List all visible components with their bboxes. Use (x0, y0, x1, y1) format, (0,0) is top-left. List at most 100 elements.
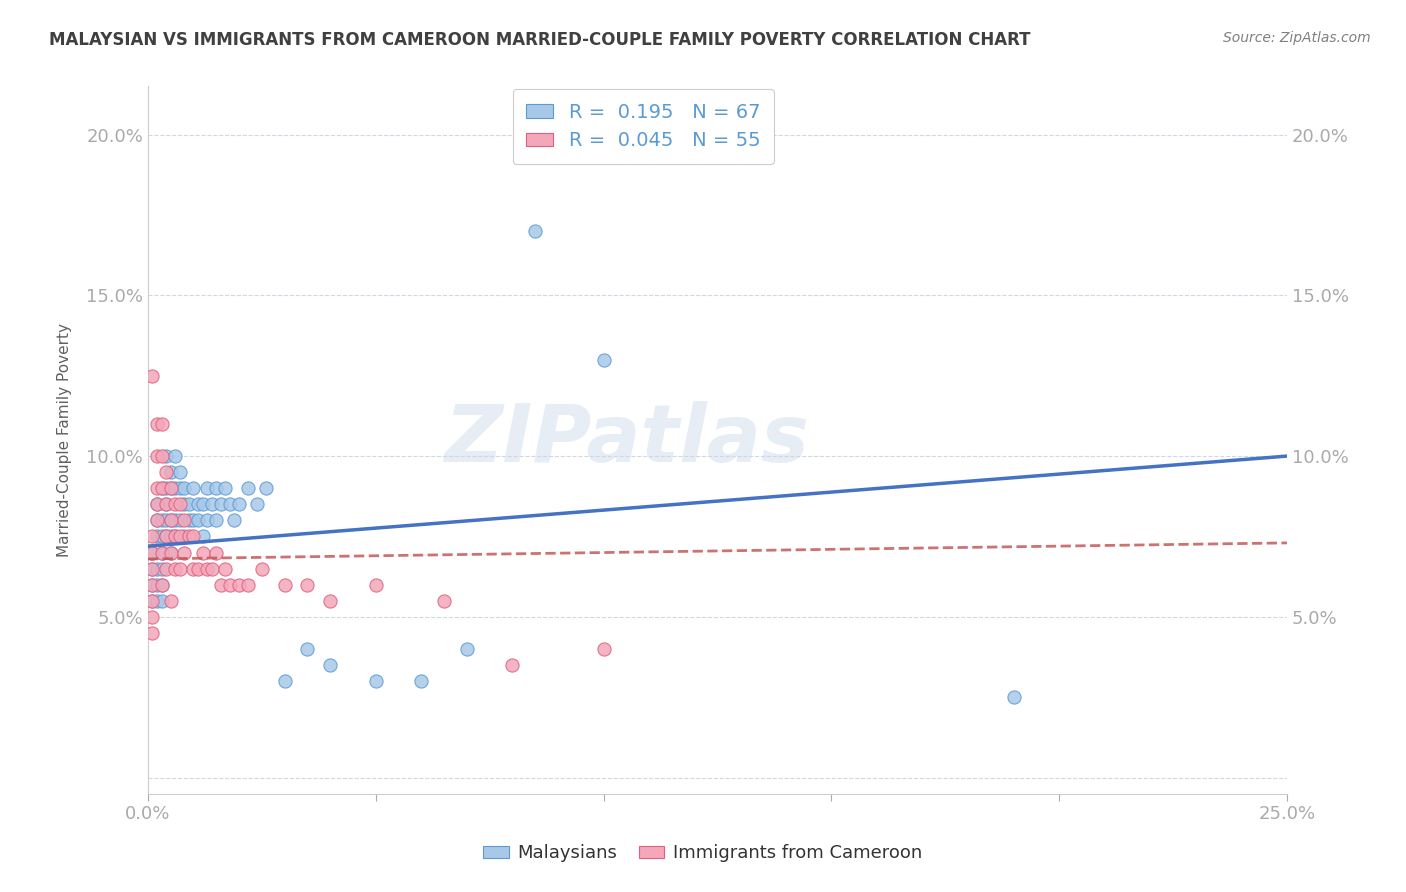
Point (205, 481, 228, 495)
Point (238, 481, 260, 495)
Point (169, 529, 191, 543)
Point (297, 642, 319, 657)
Point (165, 561, 187, 575)
Point (146, 513, 169, 527)
Point (191, 545, 214, 559)
Point (155, 465, 177, 479)
Point (169, 513, 191, 527)
Point (209, 497, 232, 511)
Point (191, 529, 214, 543)
Point (155, 561, 177, 575)
Point (169, 497, 191, 511)
Point (155, 513, 177, 527)
Point (177, 497, 200, 511)
Point (141, 545, 163, 559)
Point (224, 513, 246, 527)
Point (150, 594, 173, 608)
Point (165, 529, 187, 543)
Point (141, 561, 163, 575)
Point (159, 594, 181, 608)
Text: MALAYSIAN VS IMMIGRANTS FROM CAMEROON MARRIED-COUPLE FAMILY POVERTY CORRELATION : MALAYSIAN VS IMMIGRANTS FROM CAMEROON MA… (49, 31, 1031, 49)
Point (177, 513, 200, 527)
Point (155, 449, 177, 463)
Point (364, 577, 387, 591)
Point (159, 545, 181, 559)
Point (159, 513, 181, 527)
Point (150, 417, 173, 431)
Point (159, 465, 181, 479)
Point (146, 561, 169, 575)
Point (165, 513, 187, 527)
Point (187, 561, 209, 575)
Point (183, 481, 205, 495)
Point (159, 481, 181, 495)
Point (141, 577, 163, 591)
Point (592, 642, 614, 657)
Point (155, 529, 177, 543)
Point (159, 481, 181, 495)
Point (146, 497, 169, 511)
Point (183, 529, 205, 543)
Point (150, 481, 173, 495)
Point (173, 545, 195, 559)
Point (214, 481, 236, 495)
Point (150, 481, 173, 495)
Point (219, 497, 242, 511)
Text: Source: ZipAtlas.com: Source: ZipAtlas.com (1223, 31, 1371, 45)
Point (209, 577, 232, 591)
Point (169, 561, 191, 575)
Point (246, 497, 269, 511)
Point (173, 513, 195, 527)
Point (183, 513, 205, 527)
Point (169, 481, 191, 495)
Point (187, 497, 209, 511)
Point (191, 497, 214, 511)
Point (165, 529, 187, 543)
Point (155, 481, 177, 495)
Point (319, 658, 342, 673)
Point (141, 594, 163, 608)
Point (219, 577, 242, 591)
Point (150, 577, 173, 591)
Point (195, 561, 218, 575)
Point (195, 481, 218, 495)
Point (155, 497, 177, 511)
Point (150, 449, 173, 463)
Y-axis label: Married-Couple Family Poverty: Married-Couple Family Poverty (58, 323, 72, 557)
Legend: Malaysians, Immigrants from Cameroon: Malaysians, Immigrants from Cameroon (477, 838, 929, 870)
Point (228, 497, 250, 511)
Point (214, 561, 236, 575)
Point (250, 561, 273, 575)
Point (146, 497, 169, 511)
Point (177, 529, 200, 543)
Point (165, 481, 187, 495)
Point (150, 561, 173, 575)
Point (254, 481, 277, 495)
Point (173, 497, 195, 511)
Point (146, 513, 169, 527)
Point (146, 481, 169, 495)
Point (165, 449, 187, 463)
Point (273, 674, 295, 689)
Point (364, 674, 387, 689)
Point (141, 594, 163, 608)
Point (228, 577, 250, 591)
Point (155, 529, 177, 543)
Point (524, 224, 547, 238)
Point (411, 674, 433, 689)
Point (146, 594, 169, 608)
Point (141, 577, 163, 591)
Point (141, 545, 163, 559)
Point (159, 545, 181, 559)
Point (205, 545, 228, 559)
Point (173, 529, 195, 543)
Point (146, 449, 169, 463)
Point (1002, 690, 1025, 705)
Point (155, 497, 177, 511)
Point (159, 513, 181, 527)
Point (319, 594, 342, 608)
Legend: R =  0.195   N = 67, R =  0.045   N = 55: R = 0.195 N = 67, R = 0.045 N = 55 (513, 89, 775, 164)
Point (141, 626, 163, 640)
Point (150, 545, 173, 559)
Point (150, 513, 173, 527)
